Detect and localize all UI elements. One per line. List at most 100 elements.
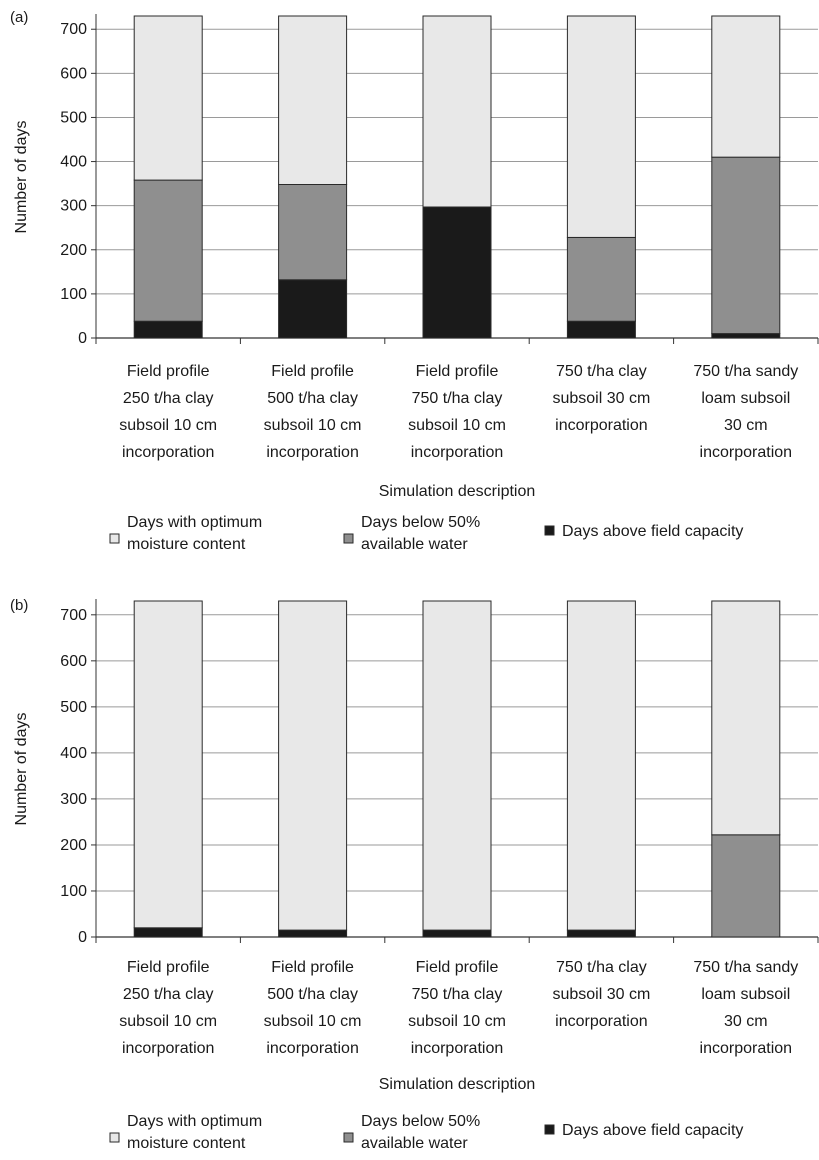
y-tick-label: 700	[60, 21, 87, 38]
x-category-label: 750 t/ha clay	[412, 390, 503, 407]
x-category-label: Field profile	[416, 959, 499, 976]
y-tick-label: 300	[60, 198, 87, 215]
y-tick-label: 100	[60, 286, 87, 303]
x-category-label: Field profile	[127, 959, 210, 976]
bar-segment	[566, 600, 636, 931]
y-tick-label: 200	[60, 837, 87, 854]
y-tick-label: 600	[60, 65, 87, 82]
x-axis-title: Simulation description	[379, 483, 536, 500]
bar-segment	[566, 15, 636, 238]
x-category-label: Field profile	[271, 959, 354, 976]
x-category-label: subsoil 10 cm	[119, 1013, 217, 1030]
legend-swatch	[343, 1132, 354, 1143]
legend-swatch	[343, 533, 354, 544]
panel-label: (b)	[10, 597, 28, 614]
legend: Days with optimum moisture content Days be…	[109, 1113, 743, 1152]
x-category-label: loam subsoil	[701, 986, 790, 1003]
x-category-label: subsoil 10 cm	[408, 417, 506, 434]
legend-label: Days below 50%	[361, 1113, 480, 1130]
y-tick-label: 0	[78, 330, 87, 347]
bar-segment	[278, 279, 348, 339]
legend-swatch	[544, 525, 555, 536]
x-category-label: loam subsoil	[701, 390, 790, 407]
x-category-label: Field profile	[127, 363, 210, 380]
x-category-label: subsoil 10 cm	[119, 417, 217, 434]
bar-segment	[566, 929, 636, 938]
x-category-label: subsoil 30 cm	[552, 986, 650, 1003]
bar-segment	[422, 15, 492, 208]
x-category-label: 750 t/ha clay	[556, 959, 647, 976]
y-tick-label: 200	[60, 242, 87, 259]
x-category-label: subsoil 10 cm	[264, 417, 362, 434]
legend-label: Days above field capacity	[562, 1122, 743, 1139]
x-category-label: incorporation	[266, 444, 359, 461]
legend-label: moisture content	[127, 1135, 246, 1152]
y-tick-label: 500	[60, 109, 87, 126]
x-axis-title: Simulation description	[379, 1076, 536, 1093]
bar-segment	[133, 927, 203, 938]
y-axis-title: Number of days	[13, 121, 30, 234]
x-category-label: Field profile	[271, 363, 354, 380]
x-category-label: incorporation	[411, 1040, 504, 1057]
y-tick-label: 400	[60, 745, 87, 762]
x-category-label: 250 t/ha clay	[123, 986, 214, 1003]
bar-segment	[278, 15, 348, 185]
x-category-label: 500 t/ha clay	[267, 986, 358, 1003]
x-category-label: incorporation	[700, 444, 793, 461]
x-category-label: incorporation	[555, 1013, 648, 1030]
bar-segment	[133, 15, 203, 181]
y-tick-label: 300	[60, 791, 87, 808]
x-category-label: subsoil 10 cm	[408, 1013, 506, 1030]
x-category-label: 30 cm	[724, 1013, 768, 1030]
panel-label: (a)	[10, 9, 28, 26]
bar-segment	[566, 236, 636, 322]
x-category-label: subsoil 30 cm	[552, 390, 650, 407]
chart-panel-a: 0 100 200 300 400 500 600 700 Field profile 250 t…	[10, 9, 819, 553]
bar-segment	[278, 600, 348, 931]
x-category-label: 750 t/ha sandy	[693, 959, 798, 976]
bar-segment	[422, 600, 492, 931]
legend-label: Days with optimum	[127, 1113, 262, 1130]
x-category-label: Field profile	[416, 363, 499, 380]
bar-segment	[711, 156, 781, 335]
bar-segment	[566, 320, 636, 339]
legend-label: available water	[361, 536, 468, 553]
chart-panel-b: 0 100 200 300 400 500 600 700 Field profile 250 t…	[10, 597, 819, 1152]
x-category-label: incorporation	[122, 444, 215, 461]
bar-segment	[422, 929, 492, 938]
legend-label: Days above field capacity	[562, 523, 743, 540]
bar-segment	[422, 206, 492, 339]
y-tick-label: 100	[60, 883, 87, 900]
bar-segment	[133, 179, 203, 322]
x-category-label: incorporation	[700, 1040, 793, 1057]
legend: Days with optimum moisture content Days be…	[109, 514, 743, 553]
legend-swatch	[109, 1132, 120, 1143]
y-tick-label: 700	[60, 607, 87, 624]
y-tick-label: 600	[60, 653, 87, 670]
y-tick-label: 500	[60, 699, 87, 716]
x-category-label: incorporation	[555, 417, 648, 434]
x-category-label: incorporation	[122, 1040, 215, 1057]
x-category-label: incorporation	[266, 1040, 359, 1057]
x-category-label: subsoil 10 cm	[264, 1013, 362, 1030]
legend-label: available water	[361, 1135, 468, 1152]
bar-segment	[711, 333, 781, 339]
y-tick-label: 400	[60, 154, 87, 171]
y-axis-title: Number of days	[13, 713, 30, 826]
bar-segment	[711, 834, 781, 938]
bar-segment	[711, 15, 781, 158]
bar-segment	[278, 183, 348, 281]
bar-segment	[133, 600, 203, 929]
bar-segment	[278, 929, 348, 938]
legend-swatch	[109, 533, 120, 544]
legend-label: moisture content	[127, 536, 246, 553]
x-category-label: 250 t/ha clay	[123, 390, 214, 407]
x-category-label: 500 t/ha clay	[267, 390, 358, 407]
x-category-label: 750 t/ha clay	[556, 363, 647, 380]
bar-segment	[133, 320, 203, 339]
legend-label: Days below 50%	[361, 514, 480, 531]
legend-label: Days with optimum	[127, 514, 262, 531]
x-category-label: 750 t/ha sandy	[693, 363, 798, 380]
legend-swatch	[544, 1124, 555, 1135]
